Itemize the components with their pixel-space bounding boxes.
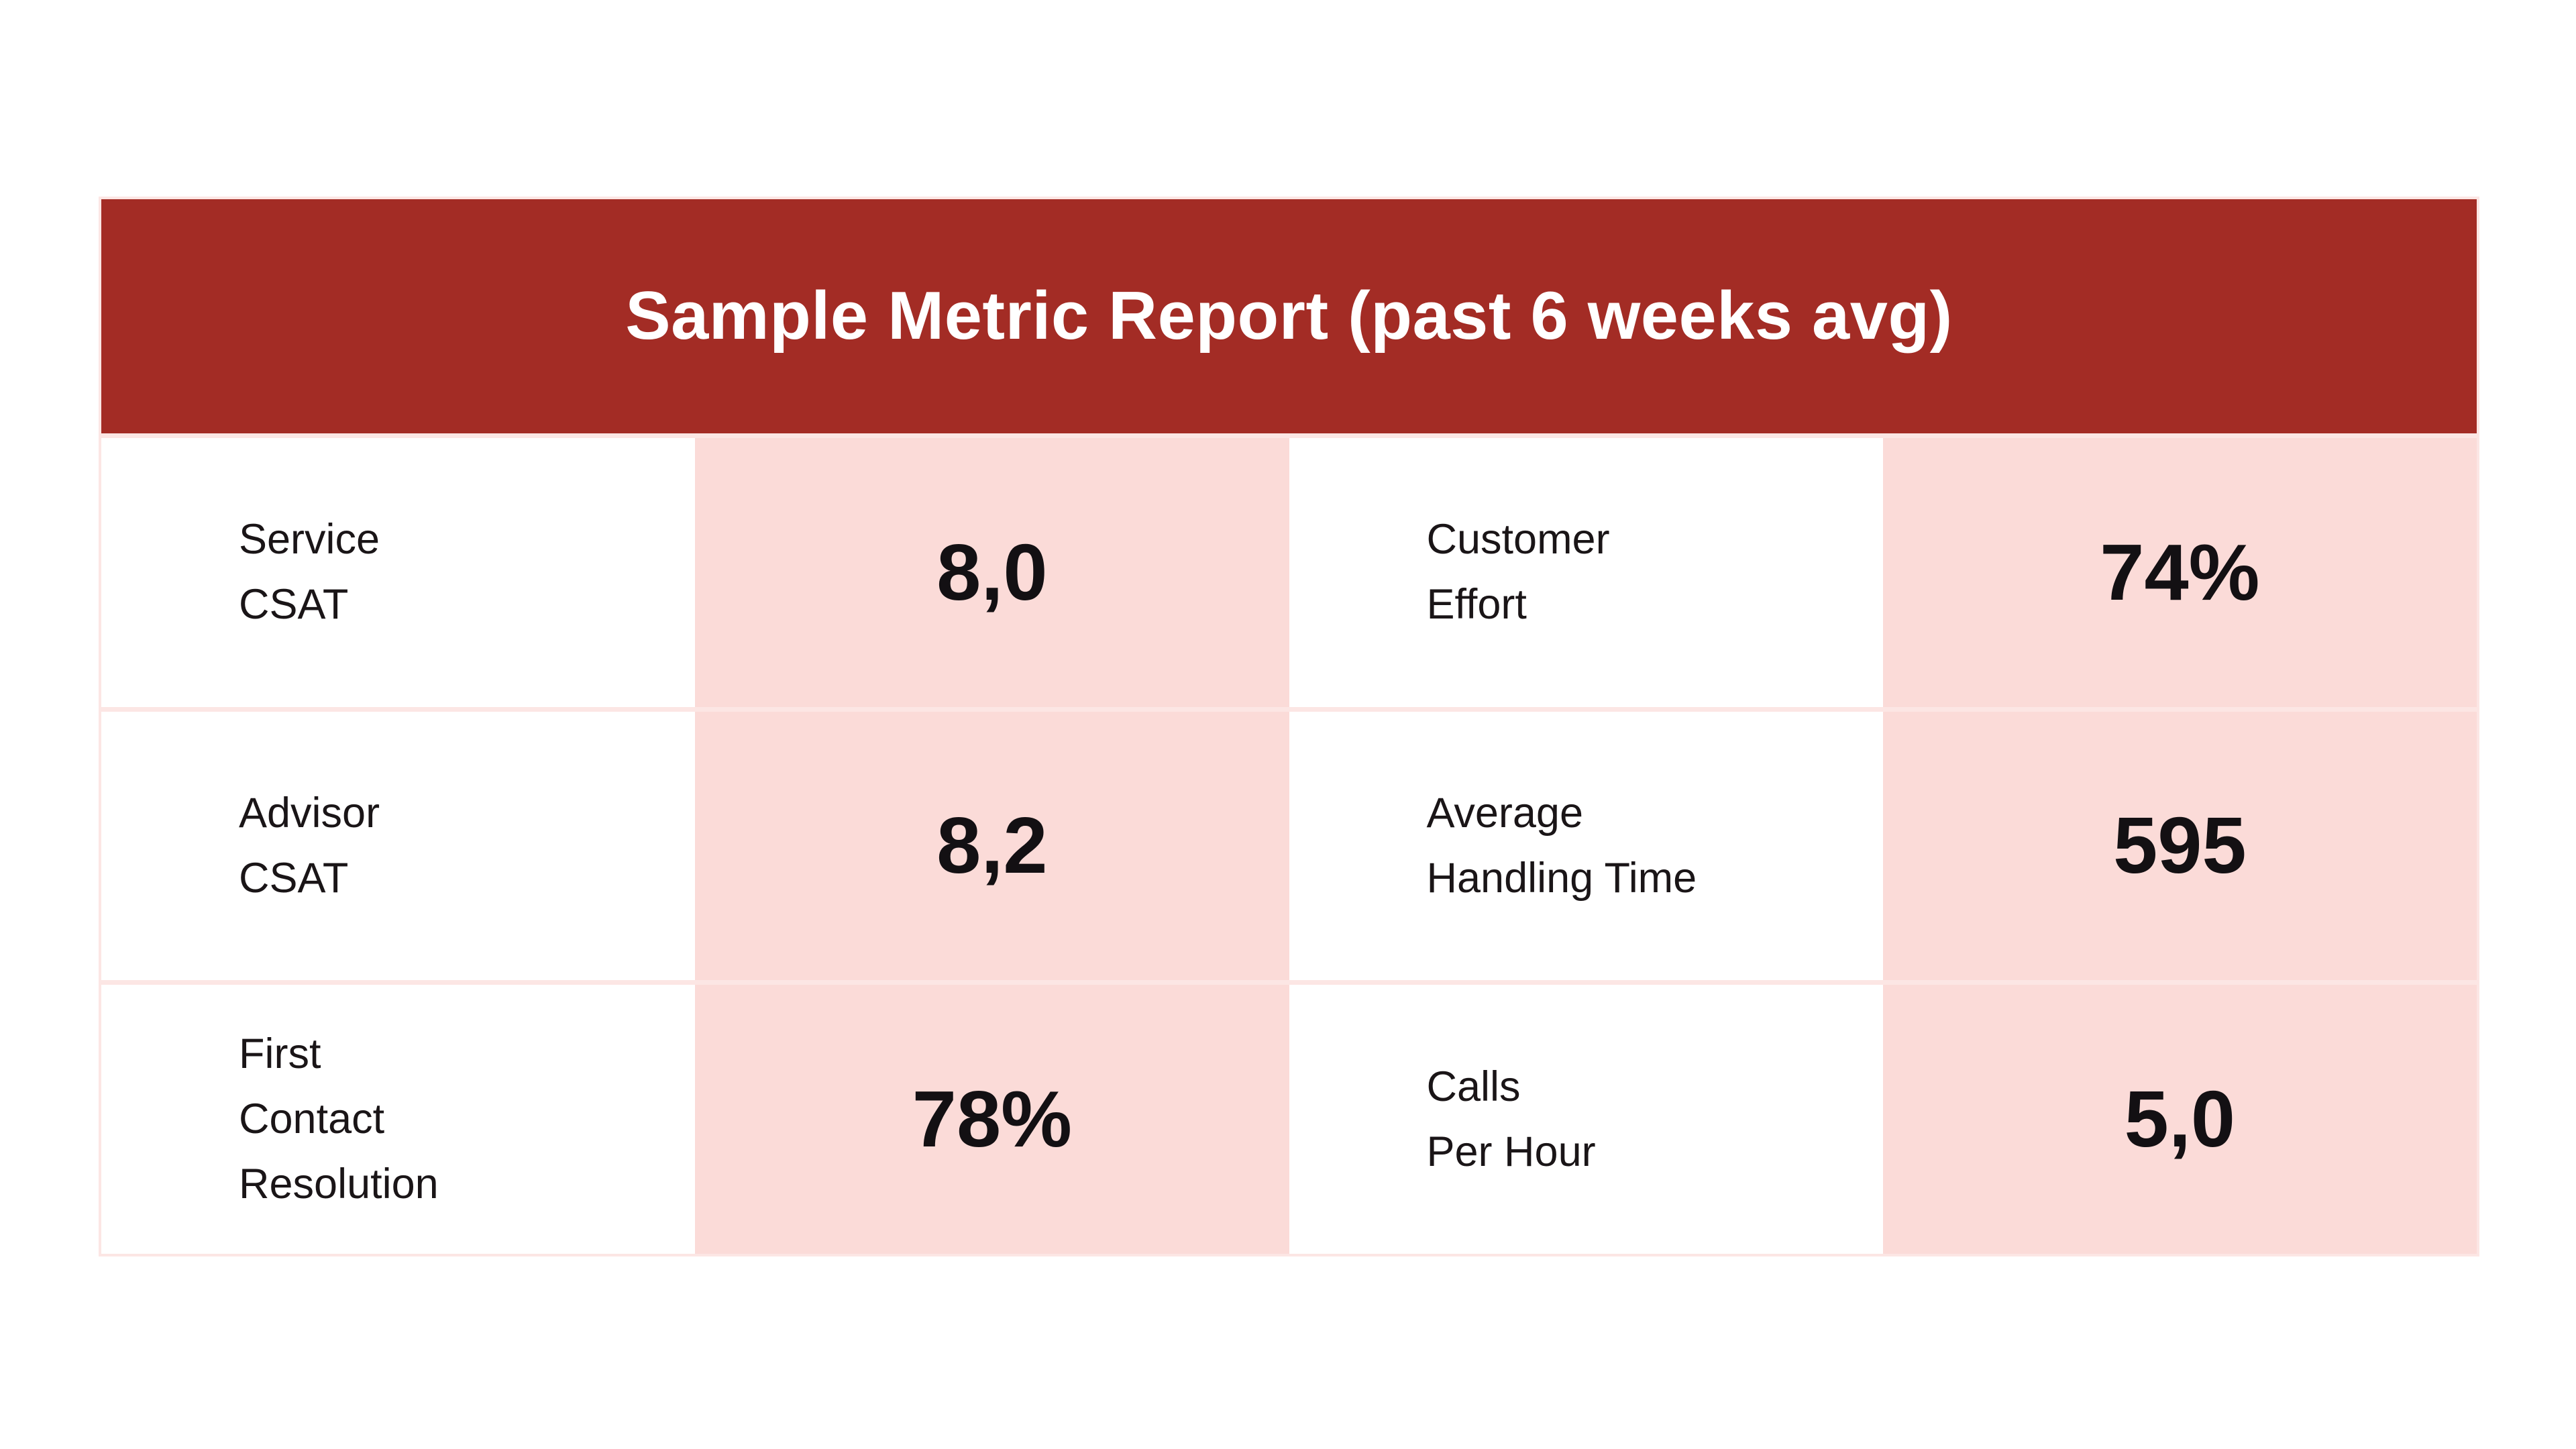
metric-label: Customer Effort bbox=[1426, 516, 1610, 629]
cell-calls-per-hour-value: 5,0 bbox=[1882, 985, 2477, 1254]
cell-first-contact-resolution-label: First Contact Resolution bbox=[101, 985, 696, 1254]
metric-value: 8,2 bbox=[936, 801, 1048, 891]
metric-value: 74% bbox=[2100, 527, 2260, 617]
cell-customer-effort-label: Customer Effort bbox=[1289, 438, 1883, 707]
metric-report-table: Sample Metric Report (past 6 weeks avg) … bbox=[99, 197, 2479, 1256]
table-row: First Contact Resolution 78% Calls Per H… bbox=[101, 985, 2477, 1254]
cell-advisor-csat-value: 8,2 bbox=[695, 711, 1289, 981]
cell-service-csat-label: Service CSAT bbox=[101, 438, 696, 707]
metric-label: Average Handling Time bbox=[1426, 789, 1697, 902]
table-row: Advisor CSAT 8,2 Average Handling Time 5… bbox=[101, 711, 2477, 981]
metric-value: 8,0 bbox=[936, 527, 1048, 617]
cell-advisor-csat-label: Advisor CSAT bbox=[101, 711, 696, 981]
table-row: Service CSAT 8,0 Customer Effort 74% bbox=[101, 438, 2477, 707]
cell-first-contact-resolution-value: 78% bbox=[695, 985, 1289, 1254]
metric-label: Calls Per Hour bbox=[1426, 1063, 1596, 1175]
cell-service-csat-value: 8,0 bbox=[695, 438, 1289, 707]
metric-value: 5,0 bbox=[2124, 1075, 2236, 1165]
metric-label: Advisor CSAT bbox=[239, 789, 380, 902]
metric-label: First Contact Resolution bbox=[239, 1030, 439, 1208]
table-header-band: Sample Metric Report (past 6 weeks avg) bbox=[101, 199, 2477, 433]
cell-customer-effort-value: 74% bbox=[1882, 438, 2477, 707]
report-title: Sample Metric Report (past 6 weeks avg) bbox=[625, 278, 1953, 354]
metric-label: Service CSAT bbox=[239, 516, 380, 629]
cell-average-handling-time-label: Average Handling Time bbox=[1289, 711, 1883, 981]
metric-value: 595 bbox=[2113, 801, 2247, 891]
metric-value: 78% bbox=[912, 1075, 1072, 1165]
cell-average-handling-time-value: 595 bbox=[1882, 711, 2477, 981]
cell-calls-per-hour-label: Calls Per Hour bbox=[1289, 985, 1883, 1254]
